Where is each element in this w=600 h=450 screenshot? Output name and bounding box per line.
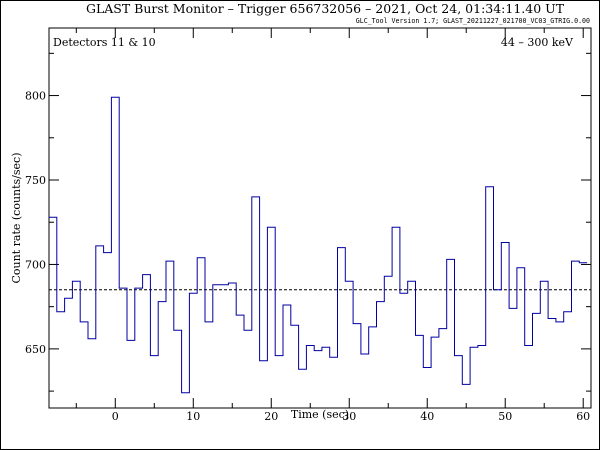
x-tick-label: 30: [342, 410, 356, 423]
x-axis-label: Time (sec): [291, 408, 349, 421]
y-tick-label: 750: [25, 174, 46, 187]
axis-tick-labels: 0 10 20 30 40 50 60 650 700 750 800: [25, 90, 590, 423]
y-axis-label: Count rate (counts/sec): [10, 153, 23, 284]
energy-label: 44 – 300 keV: [501, 36, 574, 49]
axis-ticks: [49, 28, 591, 408]
detectors-label: Detectors 11 & 10: [53, 36, 156, 49]
x-tick-label: 60: [576, 410, 590, 423]
x-tick-label: 10: [186, 410, 200, 423]
light-curve-series: [49, 96, 588, 394]
x-tick-label: 20: [264, 410, 278, 423]
y-tick-label: 700: [25, 258, 46, 271]
plot-area: [48, 27, 592, 409]
y-tick-label: 650: [25, 343, 46, 356]
chart-subtitle: GLC_Tool Version 1.7; GLAST_20211227_021…: [356, 17, 590, 25]
x-tick-label: 40: [420, 410, 434, 423]
x-tick-label: 50: [498, 410, 512, 423]
y-tick-label: 800: [25, 90, 46, 103]
chart-title: GLAST Burst Monitor – Trigger 656732056 …: [86, 1, 565, 16]
x-tick-label: 0: [112, 410, 119, 423]
